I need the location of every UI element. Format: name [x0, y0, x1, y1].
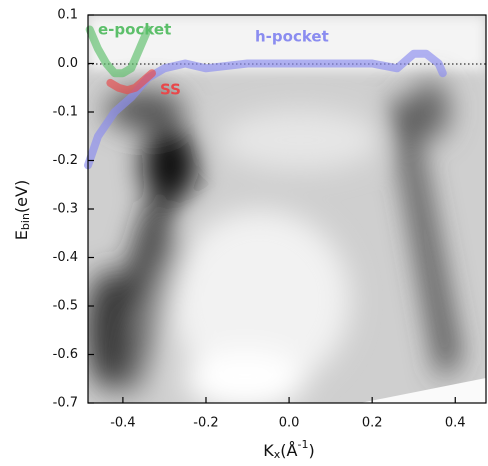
x-label-part: K: [263, 441, 274, 460]
y-tick-label: 0.0: [57, 56, 78, 71]
curve-label: SS: [160, 81, 181, 99]
y-label-part: bin: [19, 213, 32, 230]
x-tick-label: -0.2: [193, 416, 218, 431]
x-label-part: -1: [297, 438, 308, 451]
pocket-curve: [106, 69, 156, 95]
x-axis-label: Kx(Å-1): [263, 438, 314, 461]
y-tick-label: -0.1: [53, 105, 78, 120]
y-tick-label: 0.1: [57, 8, 78, 23]
x-tick-label: 0.0: [279, 416, 300, 431]
pocket-curve: [84, 49, 447, 170]
y-tick-label: -0.4: [53, 250, 78, 265]
x-tick-label: -0.4: [110, 416, 135, 431]
curve-label: h-pocket: [255, 28, 329, 46]
y-tick-label: -0.5: [53, 299, 78, 314]
curve-label: e-pocket: [98, 21, 171, 39]
y-tick-label: -0.7: [53, 396, 78, 411]
curves: e-pocket h-pocket SS: [84, 21, 447, 170]
spectrum-image: [88, 15, 486, 403]
x-label-part: x: [274, 448, 281, 461]
y-tick-label: -0.3: [53, 202, 78, 217]
x-tick-label: 0.4: [445, 416, 466, 431]
x-label-part: (Å: [280, 441, 297, 460]
y-label-part: (eV): [12, 180, 31, 213]
y-tick-label: -0.2: [53, 153, 78, 168]
y-label-part: E: [12, 230, 31, 240]
pocket-curve: [85, 25, 152, 78]
x-label-part: ): [308, 441, 314, 460]
x-tick-label: 0.2: [362, 416, 383, 431]
y-axis-label: Ebin(eV): [12, 180, 33, 240]
y-tick-label: -0.6: [53, 347, 78, 362]
